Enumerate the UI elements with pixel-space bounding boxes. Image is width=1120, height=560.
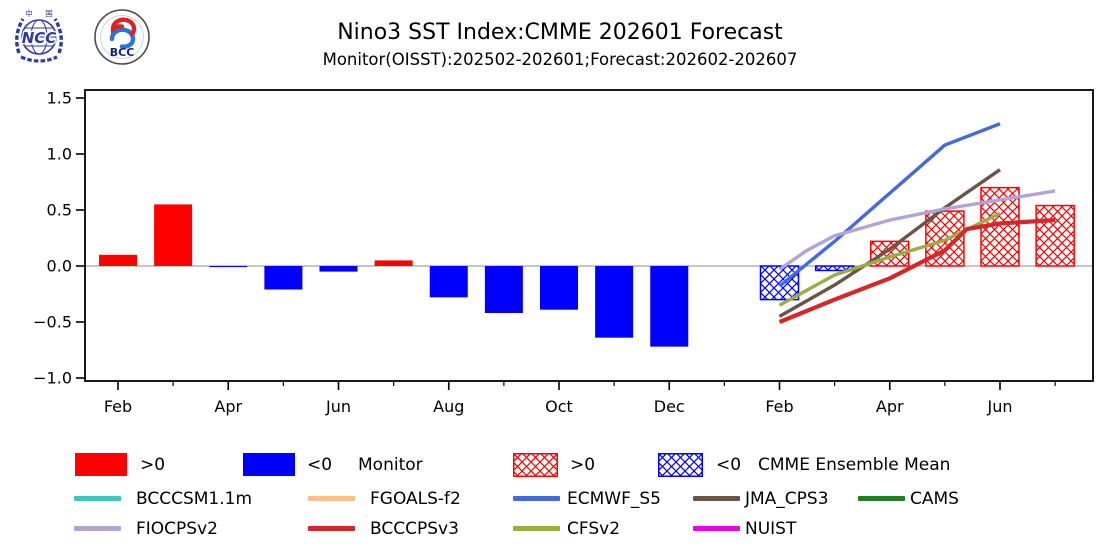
model-line-BCCCPSv3 xyxy=(778,217,1056,324)
monitor-bar-Dec xyxy=(650,266,689,347)
legend-label: BCCCPSv3 xyxy=(370,519,459,539)
y-axis: 1.5 1.0 0.5 0.0 −0.5 −1.0 xyxy=(33,89,85,388)
y-tick-label: 1.5 xyxy=(47,89,72,108)
bcc-logo: BCC xyxy=(94,9,150,65)
legend-swatch-solid xyxy=(75,453,127,476)
legend-swatch-line xyxy=(74,526,121,531)
monitor-bar-Mar xyxy=(154,204,193,266)
x-tick-label: Aug xyxy=(433,397,464,416)
legend-swatch-solid xyxy=(243,453,295,476)
x-tick-label: Jun xyxy=(325,397,351,416)
plot-frame xyxy=(84,89,1094,382)
legend-label: FIOCPSv2 xyxy=(136,519,218,539)
x-tick-label: Apr xyxy=(876,397,904,416)
y-tick-label: −1.0 xyxy=(33,369,72,388)
model-line-FIOCPSv2 xyxy=(778,189,1056,271)
y-tick-label: 0.0 xyxy=(47,257,72,276)
y-tick-label: 0.5 xyxy=(47,201,72,220)
legend-swatch-line xyxy=(513,496,560,501)
model-line-ECMWF_S5 xyxy=(778,122,1001,288)
bcc-logo-text: BCC xyxy=(110,46,135,59)
x-tick-label: Apr xyxy=(214,397,242,416)
monitor-bar-Aug xyxy=(429,266,468,298)
legend-label: Monitor xyxy=(358,455,423,475)
ncc-logo-cn-left: 中 xyxy=(25,8,33,18)
legend-swatch-line xyxy=(308,496,355,501)
legend-swatch-hatch xyxy=(658,453,703,477)
x-tick-label: Dec xyxy=(654,397,685,416)
monitor-bar-Nov xyxy=(595,266,634,338)
monitor-bar-Apr xyxy=(209,266,248,268)
page-subtitle: Monitor(OISST):202502-202601;Forecast:20… xyxy=(322,50,798,69)
legend-label: BCCCSM1.1m xyxy=(136,489,253,509)
x-axis: Feb Apr Jun Aug Oct Dec Feb Apr Jun xyxy=(104,381,1056,416)
legend-swatch-line xyxy=(308,526,355,531)
y-tick-label: −0.5 xyxy=(33,313,72,332)
ncc-logo: 中 国 NCC xyxy=(15,8,63,63)
monitor-bar-Feb xyxy=(99,254,137,266)
legend-label: >0 xyxy=(140,455,166,475)
x-tick-label: Feb xyxy=(765,397,793,416)
x-tick-label: Oct xyxy=(545,397,573,416)
legend-label: NUIST xyxy=(745,519,797,539)
x-tick-label: Jun xyxy=(987,397,1013,416)
legend-label: FGOALS-f2 xyxy=(370,489,461,509)
monitor-bar-Sep xyxy=(484,266,523,314)
legend-label: ECMWF_S5 xyxy=(567,489,661,509)
y-tick-label: 1.0 xyxy=(47,145,72,164)
legend-swatch-line xyxy=(858,496,905,501)
monitor-bar-Oct xyxy=(540,266,578,310)
legend-label: JMA_CPS3 xyxy=(745,489,829,509)
legend-swatch-line xyxy=(513,526,560,531)
legend-label: <0 xyxy=(307,455,333,475)
forecast-bar-Feb xyxy=(759,265,800,301)
forecast-bar-Jul xyxy=(1035,204,1075,267)
legend-swatch-line xyxy=(74,496,121,501)
legend-label: CMME Ensemble Mean xyxy=(758,455,951,475)
monitor-bar-Jul xyxy=(374,260,413,266)
monitor-bar-May xyxy=(264,266,303,290)
legend-swatch-line xyxy=(693,496,740,501)
legend-label: CAMS xyxy=(910,489,959,509)
page-title: Nino3 SST Index:CMME 202601 Forecast xyxy=(337,20,783,45)
x-tick-label: Feb xyxy=(104,397,132,416)
legend-swatch-hatch xyxy=(513,453,558,477)
ncc-logo-cn-right: 国 xyxy=(45,9,53,18)
legend-swatch-line xyxy=(693,526,740,531)
ncc-logo-text: NCC xyxy=(22,29,57,47)
legend-label: >0 xyxy=(570,455,596,475)
model-line-JMA_CPS3 xyxy=(778,168,1001,318)
monitor-bar-Jun xyxy=(319,266,358,272)
legend-label: <0 xyxy=(716,455,742,475)
legend-label: CFSv2 xyxy=(567,519,621,539)
